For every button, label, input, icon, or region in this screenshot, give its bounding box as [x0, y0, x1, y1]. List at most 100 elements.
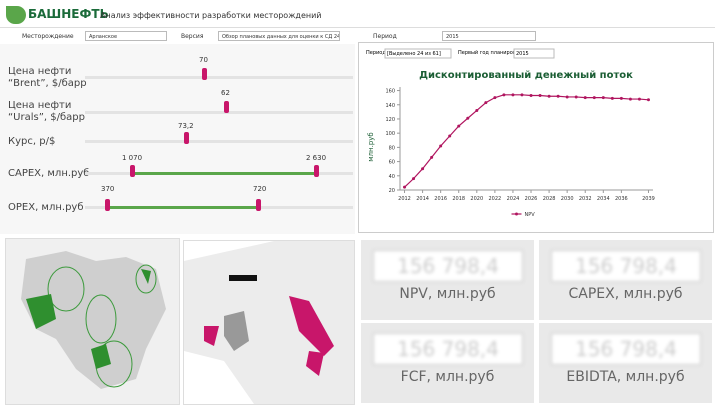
npv-point — [565, 95, 569, 99]
x-tick-label: 2028 — [543, 196, 556, 202]
npv-point — [601, 96, 605, 100]
range-fill — [107, 206, 258, 209]
kpi-card: 156 798,4 EBIDTA, млн.руб — [539, 323, 712, 403]
npv-point — [556, 94, 560, 98]
x-tick-label: 2030 — [561, 196, 574, 202]
npv-point — [610, 96, 614, 100]
parameters-panel: Цена нефти “Brent”, $/барр 70 Цена нефти… — [0, 44, 355, 234]
filter-select[interactable]: Арланское — [85, 31, 167, 41]
npv-point — [430, 155, 434, 159]
npv-point — [457, 124, 461, 128]
npv-point — [448, 134, 452, 138]
npv-line — [404, 94, 649, 188]
slider-handle[interactable] — [202, 68, 207, 80]
slider-label: Цена нефти “Urals”, $/барр — [8, 100, 85, 123]
kpi-card: 156 798,4 FCF, млн.руб — [361, 323, 534, 403]
slider-label: Курс, р/$ — [8, 136, 56, 147]
x-tick-label: 2032 — [579, 196, 592, 202]
region-shape — [21, 251, 166, 389]
range-handle[interactable] — [130, 165, 135, 177]
range-max: 720 — [253, 185, 267, 193]
kpi-value: 156 798,4 — [551, 333, 701, 365]
npv-point — [574, 95, 578, 99]
field-outline — [47, 266, 85, 312]
range-handle[interactable] — [256, 199, 261, 211]
x-tick-label: 2024 — [507, 196, 520, 202]
kpi-label: FCF, млн.руб — [400, 369, 495, 385]
field — [141, 269, 151, 284]
chart-border — [358, 42, 714, 233]
x-tick-label: 2034 — [597, 196, 610, 202]
range-handle[interactable] — [105, 199, 110, 211]
chart-title: Дисконтированный денежный поток — [419, 70, 633, 81]
field — [306, 351, 324, 376]
kpi-label: NPV, млн.руб — [399, 286, 496, 302]
x-tick-label: 2022 — [489, 196, 502, 202]
kpi-label: CAPEX, млн.руб — [568, 286, 683, 302]
npv-point — [619, 96, 623, 100]
logo-icon — [6, 6, 26, 24]
kpi-card: 156 798,4 CAPEX, млн.руб — [539, 240, 712, 320]
npv-point — [412, 177, 416, 181]
x-tick-label: 2014 — [416, 196, 429, 202]
npv-point — [592, 96, 596, 100]
npv-point — [493, 96, 497, 100]
slider-label: Цена нефти “Brent”, $/барр — [8, 66, 87, 89]
range-min: 1 070 — [122, 154, 143, 162]
kpi-value: 156 798,4 — [373, 250, 523, 282]
npv-point — [637, 97, 641, 101]
x-tick-label: 2016 — [434, 196, 447, 202]
npv-point — [403, 185, 407, 189]
kpi-card: 156 798,4 NPV, млн.руб — [361, 240, 534, 320]
x-tick-label: 2039 — [642, 196, 655, 202]
control-label: Первый год планирования: — [458, 49, 530, 56]
npv-point — [583, 96, 587, 100]
x-tick-label: 2026 — [525, 196, 538, 202]
map-region — [5, 238, 180, 405]
npv-point — [502, 93, 506, 97]
logo: БАШНЕФТЬ — [28, 7, 109, 21]
y-tick-label: 140 — [385, 103, 395, 109]
slider-handle[interactable] — [184, 132, 189, 144]
control-select[interactable] — [513, 48, 555, 59]
filter-select[interactable]: Обзор плановых данных для оценки к СД 24… — [218, 31, 340, 41]
y-axis-label: млн.руб — [367, 132, 375, 161]
x-tick-label: 2012 — [398, 196, 411, 202]
field-outline — [85, 294, 117, 344]
page-title: Анализ эффективности разработки месторож… — [100, 11, 322, 20]
npv-point — [538, 94, 542, 98]
kpi-label: EBIDTA, млн.руб — [566, 369, 685, 385]
kpi-value: 156 798,4 — [373, 333, 523, 365]
range-min: 370 — [101, 185, 115, 193]
x-tick-label: 2020 — [470, 196, 483, 202]
range-fill — [132, 172, 316, 175]
field — [26, 294, 56, 329]
map-region — [183, 240, 355, 405]
slider-handle[interactable] — [224, 101, 229, 113]
npv-point — [529, 94, 533, 98]
x-tick-label: 2018 — [452, 196, 465, 202]
region-shape — [184, 241, 354, 404]
field — [289, 296, 334, 356]
map — [21, 251, 166, 389]
landmark — [229, 275, 257, 281]
npv-point — [475, 108, 479, 112]
npv-point — [520, 93, 524, 97]
control-label: Период: — [366, 50, 388, 56]
filter-label: Версия — [181, 33, 204, 40]
filter-select[interactable]: 2015 — [442, 31, 536, 41]
npv-point — [421, 167, 425, 171]
control-value: [Выделено 24 из 61] — [387, 51, 441, 57]
legend-label: NPV — [525, 212, 536, 218]
range-label: OPEX, млн.руб — [8, 202, 84, 213]
slider-value: 70 — [199, 56, 208, 64]
range-handle[interactable] — [314, 165, 319, 177]
x-tick-label: 2036 — [615, 196, 628, 202]
y-tick-label: 20 — [389, 188, 395, 194]
slider-value: 73,2 — [178, 122, 194, 130]
y-tick-label: 80 — [389, 145, 395, 151]
npv-point — [628, 97, 632, 101]
control-value: 2015 — [516, 51, 529, 57]
control-select[interactable] — [384, 48, 452, 59]
